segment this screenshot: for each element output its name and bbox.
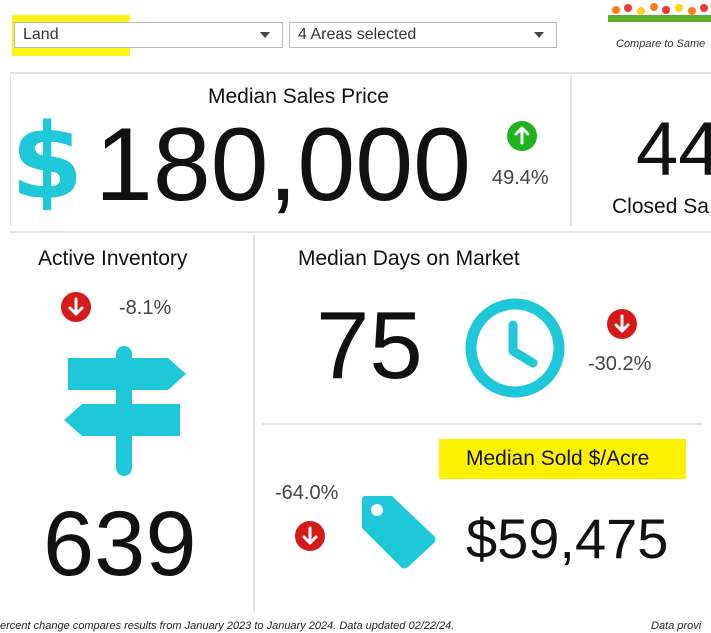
arrow-down-icon [61, 292, 91, 322]
divider [10, 76, 11, 226]
divider [570, 76, 572, 226]
median-sold-per-acre-change: -64.0% [275, 482, 339, 504]
dollar-sign-icon: $ [11, 101, 83, 223]
property-type-value: Land [23, 26, 59, 43]
median-sales-price-value: 180,000 [95, 107, 471, 223]
median-days-on-market-change: -30.2% [588, 353, 652, 375]
arrow-down-icon [607, 309, 637, 339]
median-days-on-market-title: Median Days on Market [298, 247, 520, 270]
median-sold-highlight [439, 439, 686, 479]
areas-value: 4 Areas selected [298, 26, 417, 43]
property-type-dropdown[interactable]: Land [14, 22, 283, 48]
areas-dropdown[interactable]: 4 Areas selected [289, 22, 557, 48]
closed-sales-value: 44 [636, 107, 711, 192]
divider [10, 231, 711, 233]
arrow-down-icon [295, 521, 325, 551]
divider [253, 235, 255, 612]
active-inventory-title: Active Inventory [38, 247, 188, 270]
median-sold-per-acre-title: Median Sold $/Acre [466, 447, 650, 470]
footer-note: ercent change compares results from Janu… [0, 620, 455, 632]
median-sold-per-acre-value: $59,475 [466, 507, 669, 570]
median-sales-price-change: 49.4% [492, 167, 549, 189]
median-sales-price-title: Median Sales Price [208, 85, 389, 108]
chevron-down-icon [260, 32, 270, 38]
footer-data-provider: Data provi [651, 620, 702, 632]
divider [262, 423, 702, 425]
chevron-down-icon [534, 32, 544, 38]
median-days-on-market-value: 75 [316, 292, 423, 399]
price-tag-icon [358, 492, 438, 570]
clock-icon [464, 297, 566, 399]
closed-sales-title: Closed Sa [612, 195, 709, 218]
svg-text:$: $ [14, 110, 80, 210]
signpost-icon [62, 346, 188, 478]
flowers-banner-image [608, 0, 711, 22]
active-inventory-value: 639 [43, 493, 197, 595]
compare-note: Compare to Same [616, 38, 706, 50]
arrow-up-icon [507, 121, 537, 151]
active-inventory-change: -8.1% [119, 297, 172, 319]
divider [10, 72, 711, 74]
